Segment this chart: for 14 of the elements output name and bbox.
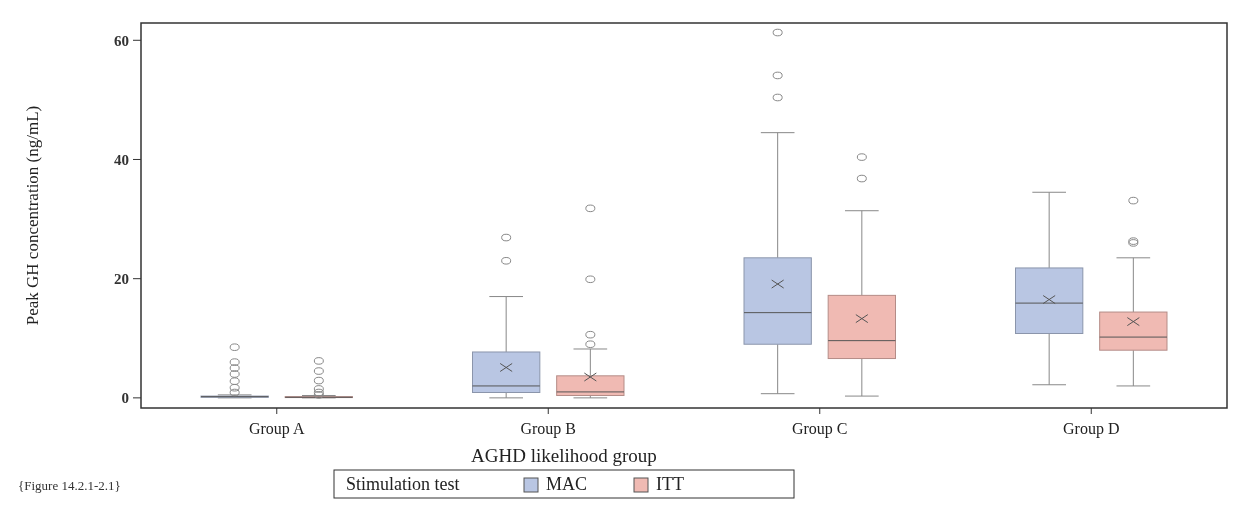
legend-label: MAC [546,474,588,494]
y-tick-label: 60 [114,32,129,49]
text: {Figure 14.2.1-2.1} [18,478,121,493]
x-tick-label: Group C [791,420,848,438]
x-tick-label: Group B [520,420,577,438]
y-tick-label: 0 [121,390,129,407]
x-axis-title: AGHD likelihood group [471,445,657,466]
y-tick-label: 20 [114,270,129,287]
legend-title: Stimulation test [346,474,460,494]
x-tick-label: Group A [248,420,305,438]
y-axis-title: Peak GH concentration (ng/mL) [23,105,42,326]
legend-label: ITT [656,474,684,494]
y-tick-label: 40 [114,151,129,168]
x-tick-label: Group D [1063,420,1120,438]
